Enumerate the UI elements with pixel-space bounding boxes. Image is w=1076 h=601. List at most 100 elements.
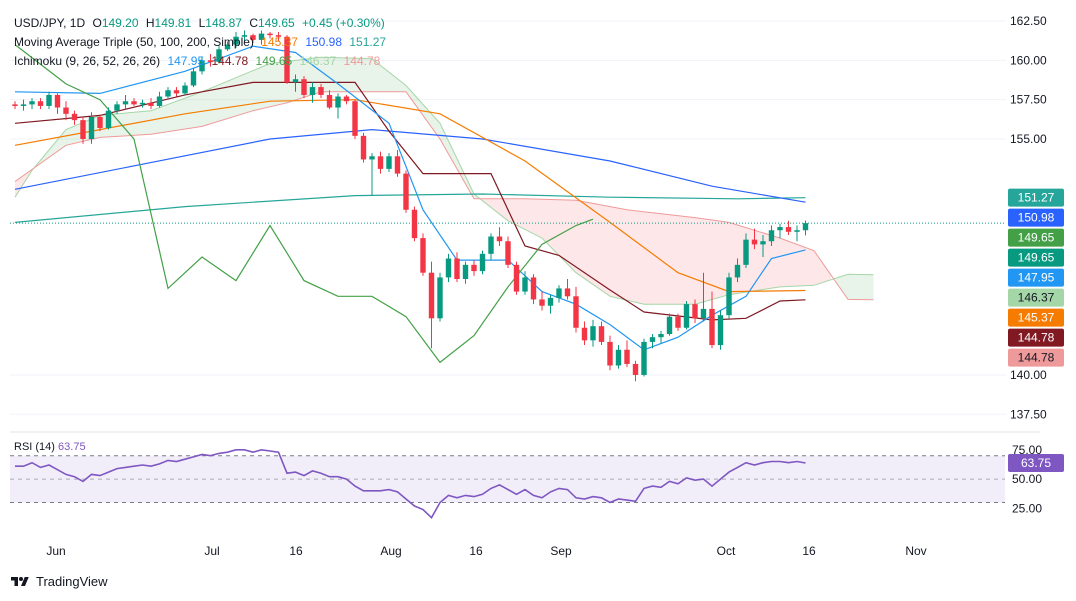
price-label-box-0 [1008,188,1064,207]
price-label-box-5 [1008,288,1064,307]
candle-body-31 [275,35,282,37]
candle-body-83 [717,315,724,346]
time-tick-1: Jul [204,544,219,558]
candle-body-85 [734,264,741,278]
candle-body-76 [658,334,664,338]
candle-body-63 [547,297,554,306]
candle-body-24 [216,49,222,62]
candle-body-42 [369,156,375,160]
candle-body-87 [751,239,758,245]
candle-body-89 [768,230,775,242]
candle-body-20 [182,85,188,94]
price-label-box-7 [1008,328,1064,347]
candle-body-19 [173,90,180,94]
tenkan-value: 147.95 [167,54,205,68]
candle-body-38 [335,96,341,108]
candle-body-1 [20,104,27,106]
candle-body-45 [394,156,401,174]
candle-body-28 [250,35,256,40]
ma-legend[interactable]: Moving Average Triple (50, 100, 200, Sim… [14,33,390,51]
candle-body-33 [292,79,299,83]
price-axis: 162.50 160.00 157.50 155.00 140.00 137.50 [1010,14,1047,421]
price-label-3: 149.65 [1018,251,1055,265]
candle-body-6 [63,107,69,114]
tradingview-logo-icon [11,576,29,586]
price-label-7: 144.78 [1018,331,1055,345]
cloud-segment-2 [482,198,831,305]
candle-body-25 [224,44,231,50]
candle-body-15 [139,102,146,105]
price-label-8: 144.78 [1018,351,1055,365]
ma50-line [14,99,806,293]
candle-body-67 [581,327,588,341]
candle-body-23 [207,60,214,62]
time-tick-5: Sep [550,544,572,558]
candle-body-43 [377,156,384,169]
candlesticks [12,30,809,382]
rsi-tick-0: 75.00 [1012,443,1042,457]
price-label-0: 151.27 [1018,191,1055,205]
price-label-box-3 [1008,248,1064,267]
candle-body-59 [513,264,520,292]
candle-body-91 [785,227,792,232]
candle-body-21 [190,71,197,86]
candle-body-56 [488,236,494,254]
ichimoku-legend[interactable]: Ichimoku (9, 26, 52, 26, 26) 147.95 144.… [14,52,384,70]
ichimoku-label: Ichimoku (9, 26, 52, 26, 26) [14,54,161,68]
cloud-segment-1 [36,57,479,199]
candle-body-32 [284,36,290,83]
price-label-5: 146.37 [1018,291,1055,305]
time-tick-6: Oct [717,544,736,558]
price-tick-4: 140.00 [1010,368,1047,382]
candle-body-88 [760,241,766,245]
candle-body-16 [148,102,154,106]
rsi-label: RSI (14) [14,441,55,453]
candle-body-58 [505,241,511,265]
candle-body-30 [267,33,273,36]
candle-body-66 [573,296,579,328]
candle-body-86 [743,239,749,265]
change-value: +0.45 (+0.30%) [302,16,385,30]
price-tick-0: 162.50 [1010,14,1047,28]
rsi-legend[interactable]: RSI (14) 63.75 [14,441,86,453]
price-tick-3: 155.00 [1010,132,1047,146]
candle-body-3 [37,101,44,106]
candle-body-61 [530,277,537,300]
candle-body-0 [12,104,18,106]
candle-body-69 [598,326,605,342]
candle-body-51 [445,258,452,278]
candle-body-8 [80,120,86,139]
candle-body-53 [462,264,469,279]
rsi-tick-2: 25.00 [1012,501,1042,515]
candle-body-52 [454,258,460,279]
candle-body-64 [556,288,562,298]
candle-body-60 [522,277,528,292]
price-tick-2: 157.50 [1010,93,1047,107]
candle-body-82 [709,308,715,346]
time-tick-2: 16 [289,544,303,558]
candle-body-40 [352,101,358,136]
price-label-6: 145.37 [1018,311,1055,325]
candle-body-35 [309,87,316,95]
symbol-label: USD/JPY, 1D [14,16,86,30]
candle-body-50 [437,277,443,319]
candle-body-70 [607,341,613,366]
candle-body-75 [649,337,656,342]
candle-body-81 [700,308,707,319]
time-tick-0: Jun [46,544,65,558]
candle-body-13 [122,101,129,105]
candle-body-26 [233,36,239,45]
rsi-value-label: 63.75 [1021,456,1051,470]
price-labels: 151.27 150.98 149.65 149.65 147.95 146.37 145.… [1008,188,1064,367]
time-tick-4: 16 [469,544,483,558]
chikou-value: 149.65 [255,54,293,68]
cloud-segment-3 [835,274,874,300]
ohlc-legend: USD/JPY, 1D O149.20 H149.81 L148.87 C149… [14,16,385,30]
candle-body-55 [479,253,486,272]
candle-body-77 [666,316,673,335]
time-axis: Jun Jul 16 Aug 16 Sep Oct 16 Nov [46,544,926,558]
tradingview-logo[interactable]: TradingView [10,574,108,589]
chikou-line [14,44,594,364]
candle-body-9 [88,116,95,139]
